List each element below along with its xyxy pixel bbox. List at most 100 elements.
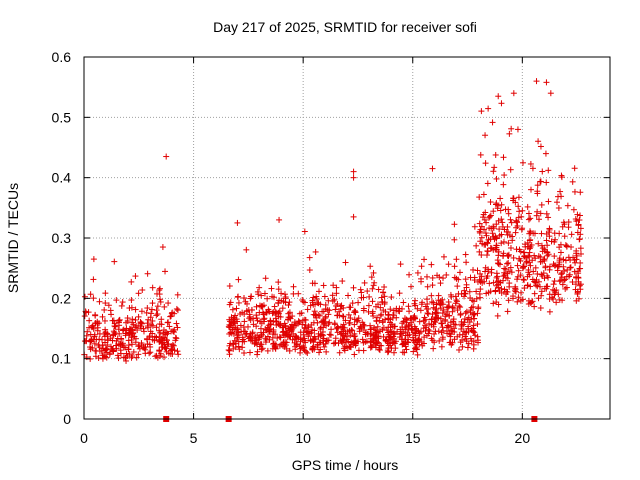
data-point — [119, 340, 126, 347]
data-point — [519, 225, 526, 232]
data-point — [132, 324, 139, 331]
data-point — [527, 283, 534, 290]
data-point — [171, 310, 178, 317]
data-point — [174, 291, 181, 298]
data-point — [110, 348, 117, 355]
data-point — [440, 253, 447, 260]
data-point — [396, 290, 403, 297]
data-point — [154, 354, 161, 361]
data-point — [132, 335, 139, 342]
data-point — [317, 324, 324, 331]
data-point — [241, 349, 248, 356]
data-point — [478, 252, 485, 259]
data-point — [489, 119, 496, 126]
data-point — [451, 336, 458, 343]
data-point — [225, 323, 232, 330]
data-point — [125, 342, 132, 349]
data-point — [550, 296, 557, 303]
data-point — [461, 287, 468, 294]
data-point — [482, 160, 489, 167]
data-point — [129, 319, 136, 326]
y-tick-label: 0.6 — [52, 49, 72, 65]
data-point — [422, 328, 429, 335]
data-point — [338, 328, 345, 335]
data-point — [452, 293, 459, 300]
data-point — [483, 232, 490, 239]
data-point — [493, 200, 500, 207]
data-point — [577, 245, 584, 252]
data-point — [319, 308, 326, 315]
data-point — [346, 304, 353, 311]
data-point — [434, 309, 441, 316]
data-point — [367, 326, 374, 333]
data-point — [535, 240, 542, 247]
data-point — [470, 328, 477, 335]
data-point — [418, 263, 425, 270]
data-point — [126, 305, 133, 312]
data-point — [276, 216, 283, 223]
data-point — [314, 319, 321, 326]
data-point — [274, 335, 281, 342]
data-point — [433, 306, 440, 313]
data-point — [460, 321, 467, 328]
data-point — [563, 273, 570, 280]
data-point — [562, 242, 569, 249]
data-point — [84, 328, 91, 335]
data-point — [518, 213, 525, 220]
data-point — [415, 337, 422, 344]
data-point — [315, 333, 322, 340]
data-point — [546, 308, 553, 315]
data-point — [541, 285, 548, 292]
data-point — [490, 300, 497, 307]
data-point — [227, 329, 234, 336]
data-point — [281, 320, 288, 327]
data-point — [484, 240, 491, 247]
data-point — [374, 323, 381, 330]
data-point — [542, 150, 549, 157]
data-point — [478, 273, 485, 280]
data-point — [283, 345, 290, 352]
data-point — [255, 334, 262, 341]
data-point — [488, 266, 495, 273]
data-point — [149, 317, 156, 324]
data-point — [573, 273, 580, 280]
data-point — [483, 252, 490, 259]
data-point — [141, 345, 148, 352]
data-point — [276, 321, 283, 328]
data-point — [235, 343, 242, 350]
data-point — [466, 288, 473, 295]
data-point — [309, 346, 316, 353]
data-point — [401, 315, 408, 322]
data-point — [515, 267, 522, 274]
data-point — [225, 346, 232, 353]
data-point — [306, 267, 313, 274]
data-point — [568, 244, 575, 251]
data-point — [156, 285, 163, 292]
data-point — [138, 342, 145, 349]
data-point — [148, 321, 155, 328]
data-point — [234, 219, 241, 226]
data-point — [527, 228, 534, 235]
data-point — [408, 283, 415, 290]
data-point — [487, 212, 494, 219]
data-point — [271, 303, 278, 310]
data-point — [253, 312, 260, 319]
data-point — [149, 300, 156, 307]
data-point — [478, 276, 485, 283]
data-point — [498, 201, 505, 208]
data-point — [542, 263, 549, 270]
data-point — [501, 172, 508, 179]
data-point — [115, 355, 122, 362]
data-point — [135, 322, 142, 329]
data-point — [300, 317, 307, 324]
data-point — [410, 348, 417, 355]
data-point — [286, 299, 293, 306]
data-point — [498, 100, 505, 107]
data-point — [350, 284, 357, 291]
data-point — [364, 288, 371, 295]
data-point — [270, 331, 277, 338]
data-point — [451, 328, 458, 335]
data-point — [377, 312, 384, 319]
data-point — [122, 332, 129, 339]
data-point — [256, 284, 263, 291]
